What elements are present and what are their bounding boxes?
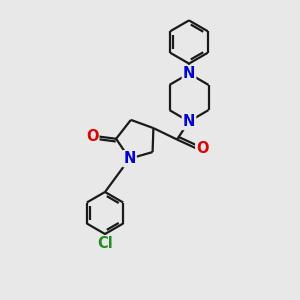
- Text: O: O: [86, 129, 98, 144]
- Text: Cl: Cl: [97, 236, 113, 251]
- Text: N: N: [183, 66, 195, 81]
- Text: N: N: [123, 151, 136, 166]
- Text: O: O: [196, 141, 209, 156]
- Text: N: N: [183, 114, 195, 129]
